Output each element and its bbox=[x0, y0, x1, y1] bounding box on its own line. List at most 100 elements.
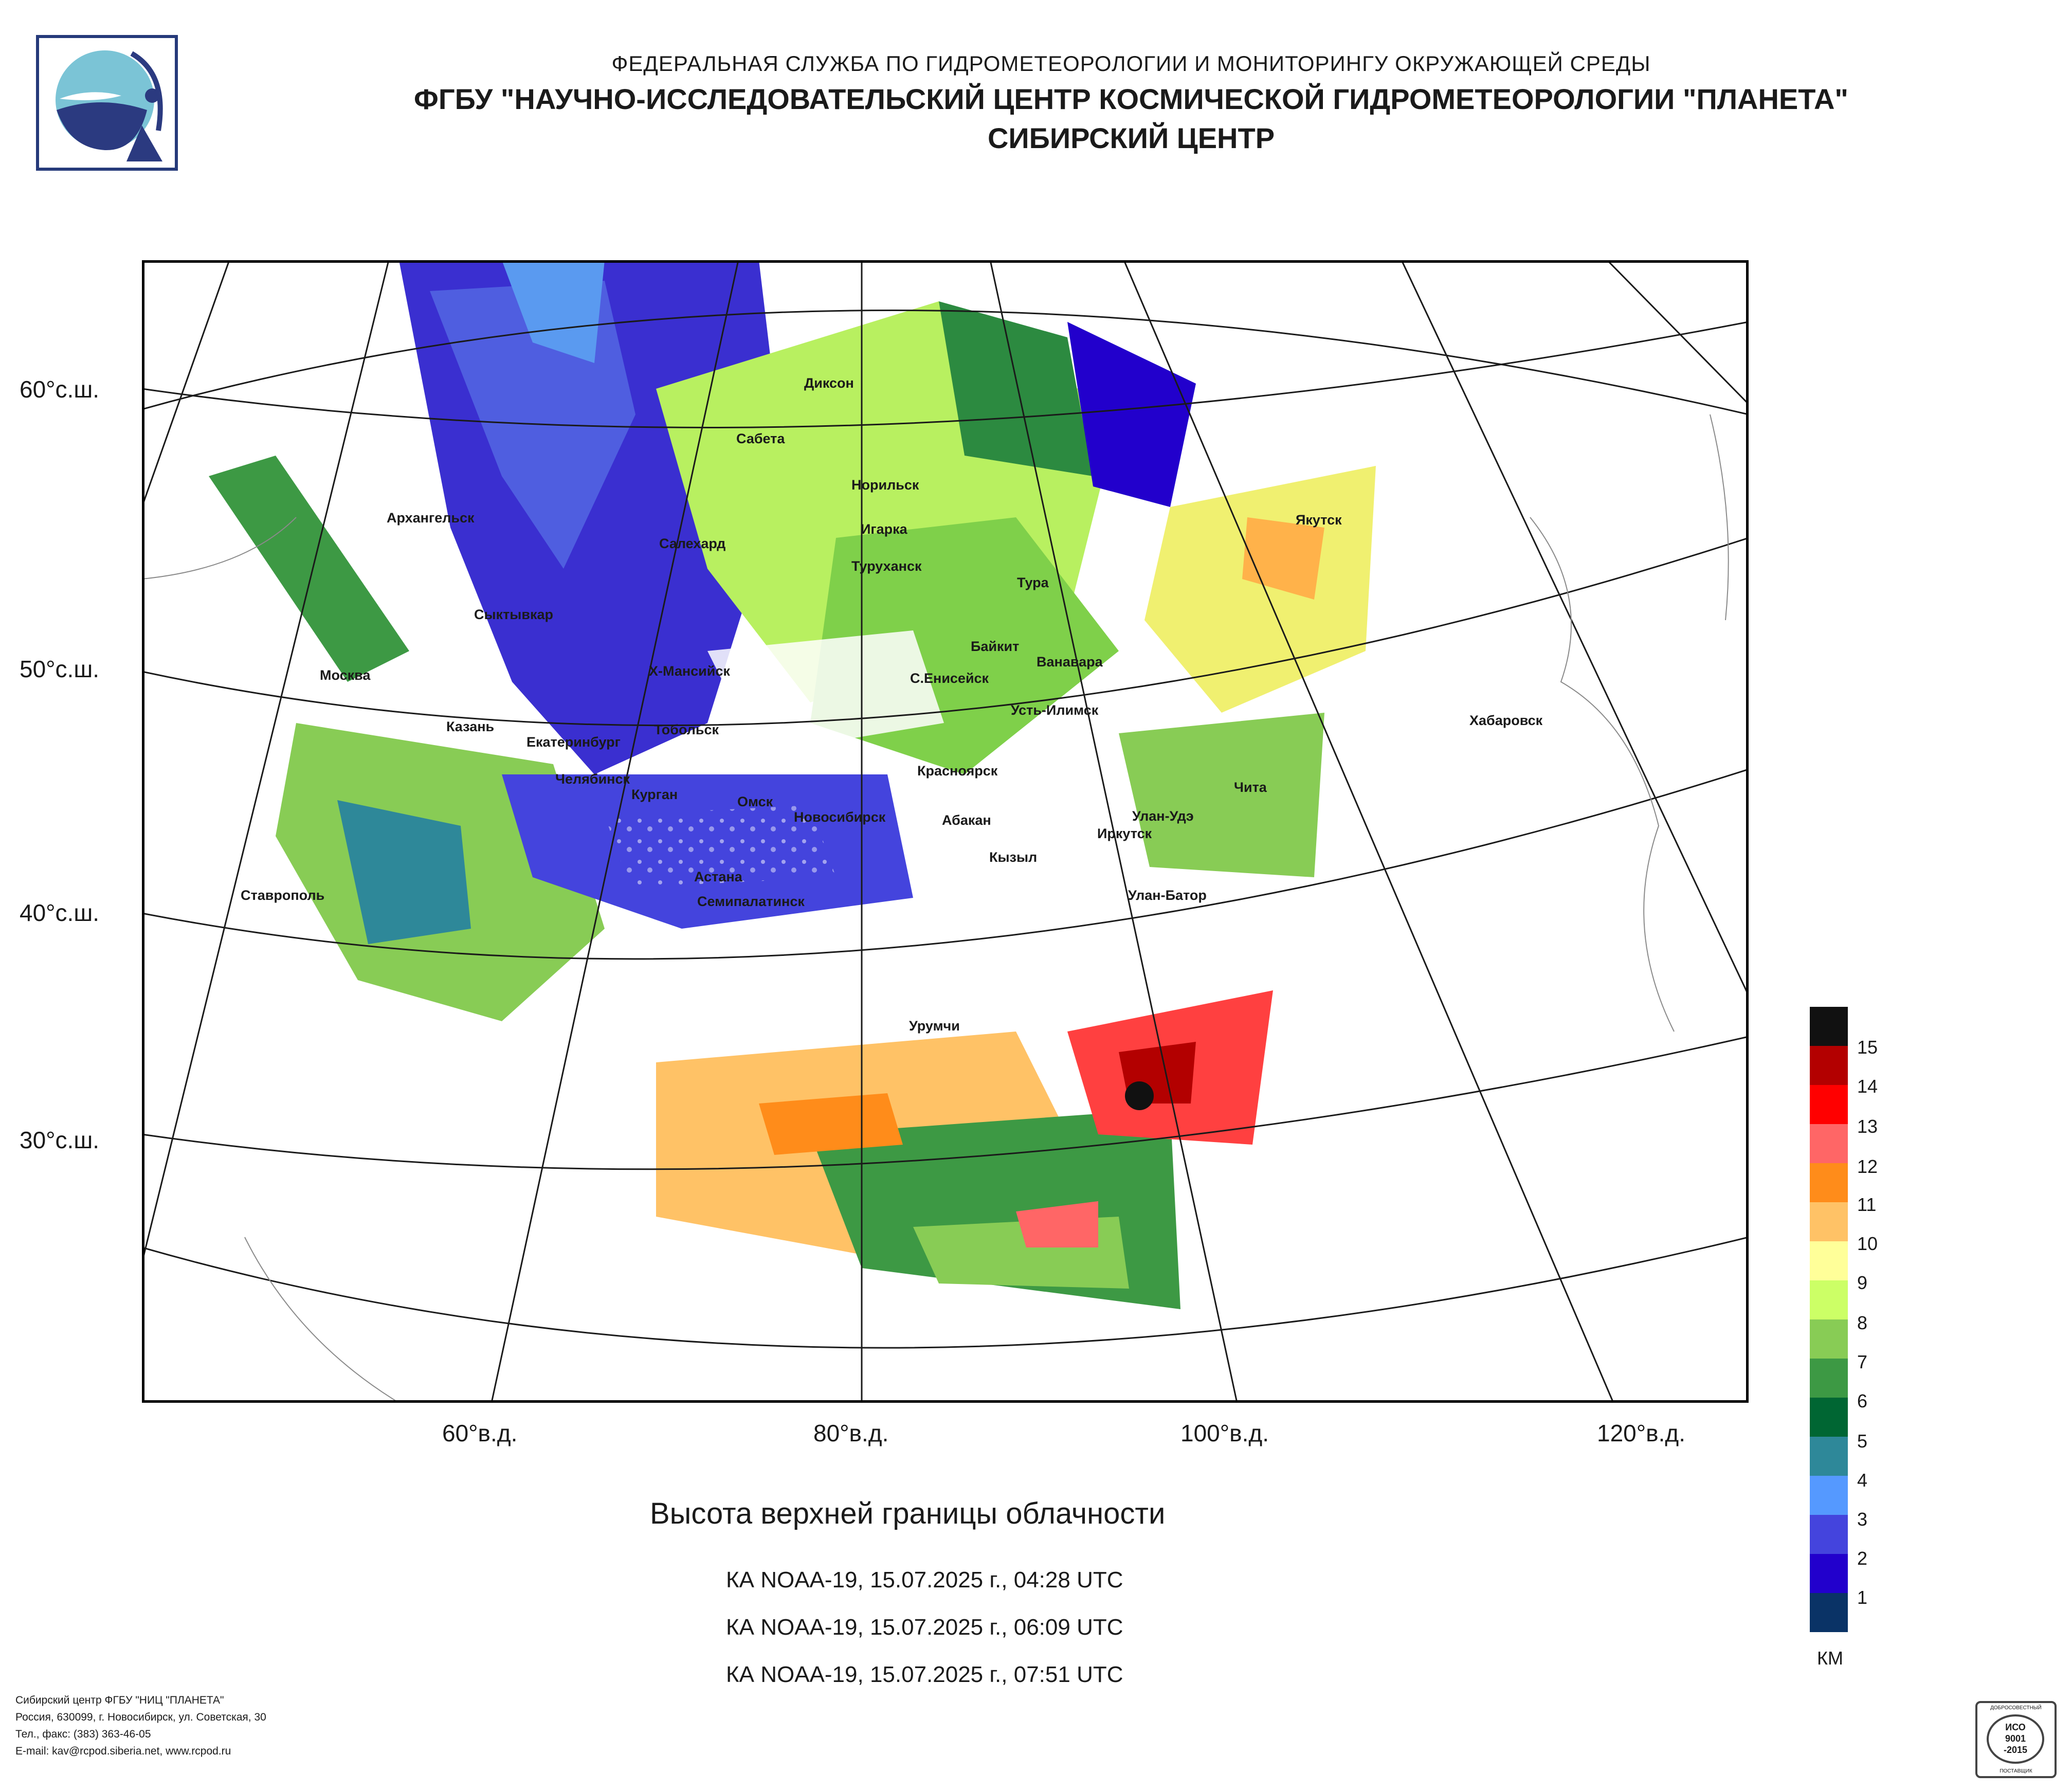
legend-label: 11 bbox=[1857, 1194, 1877, 1215]
iso-top-text: ДОБРОСОВЕСТНЫЙ bbox=[1990, 1705, 2042, 1711]
city-label: Тура bbox=[1017, 575, 1049, 590]
city-label: Сыктывкар bbox=[474, 607, 553, 622]
legend-swatch bbox=[1810, 1359, 1848, 1398]
iso-certification-badge: ДОБРОСОВЕСТНЫЙ ИСО 9001 -2015 ПОСТАВЩИК bbox=[1975, 1701, 2057, 1778]
city-label: Красноярск bbox=[917, 763, 998, 779]
city-label: Салехард bbox=[659, 536, 726, 551]
planeta-logo bbox=[36, 35, 178, 171]
city-label: Ванавара bbox=[1037, 654, 1103, 670]
legend-label: 14 bbox=[1857, 1076, 1878, 1097]
city-label: С.Енисейск bbox=[910, 671, 989, 686]
lon-label-120: 120°в.д. bbox=[1597, 1420, 1685, 1446]
city-label: Семипалатинск bbox=[697, 894, 805, 909]
city-label: Усть-Илимск bbox=[1011, 702, 1099, 718]
city-label: Иркутск bbox=[1097, 826, 1152, 841]
iso-bottom-text: ПОСТАВЩИК bbox=[2000, 1768, 2032, 1774]
iso-line2: 9001 bbox=[2005, 1733, 2026, 1744]
legend-label: 12 bbox=[1857, 1156, 1878, 1177]
pass-info: КА NOAA-19, 15.07.2025 г., 04:28 UTC bbox=[726, 1567, 1123, 1593]
lon-label-100: 100°в.д. bbox=[1180, 1420, 1269, 1446]
city-label: Казань bbox=[446, 719, 495, 734]
city-label: Чита bbox=[1234, 780, 1267, 795]
center-name: СИБИРСКИЙ ЦЕНТР bbox=[987, 122, 1275, 154]
city-label: Туруханск bbox=[851, 558, 922, 574]
city-label: Улан-Батор bbox=[1128, 888, 1207, 903]
footer-contacts: Сибирский центр ФГБУ "НИЦ "ПЛАНЕТА" Росс… bbox=[15, 1692, 266, 1760]
coastlines bbox=[141, 414, 1729, 1403]
lon-label-60: 60°в.д. bbox=[442, 1420, 518, 1446]
iso-line3: -2015 bbox=[2003, 1745, 2028, 1755]
legend-unit: КМ bbox=[1817, 1648, 1843, 1669]
legend-swatch bbox=[1810, 1085, 1848, 1124]
city-label: Екатеринбург bbox=[526, 734, 621, 750]
legend-swatch bbox=[1810, 1319, 1848, 1359]
legend-swatch bbox=[1810, 1476, 1848, 1515]
legend-bar bbox=[1810, 1007, 1848, 1632]
city-label: Улан-Удэ bbox=[1132, 808, 1194, 824]
city-label: Москва bbox=[320, 667, 371, 683]
legend-swatch bbox=[1810, 1437, 1848, 1476]
city-label: Диксон bbox=[804, 375, 854, 391]
lat-label-40: 40°с.ш. bbox=[20, 899, 100, 926]
city-label: Ставрополь bbox=[241, 888, 325, 903]
legend-swatch bbox=[1810, 1046, 1848, 1085]
footer-line: Россия, 630099, г. Новосибирск, ул. Сове… bbox=[15, 1711, 266, 1723]
footer-line: Тел., факс: (383) 363-46-05 bbox=[15, 1728, 151, 1740]
lat-label-60: 60°с.ш. bbox=[20, 376, 100, 403]
legend-swatch bbox=[1810, 1554, 1848, 1593]
agency-name: ФЕДЕРАЛЬНАЯ СЛУЖБА ПО ГИДРОМЕТЕОРОЛОГИИ … bbox=[611, 51, 1651, 76]
legend-swatch bbox=[1810, 1398, 1848, 1437]
legend-swatch bbox=[1810, 1007, 1848, 1046]
legend-label: 9 bbox=[1857, 1272, 1868, 1293]
legend-label: 8 bbox=[1857, 1312, 1868, 1333]
pass-info: КА NOAA-19, 15.07.2025 г., 07:51 UTC bbox=[726, 1662, 1123, 1687]
legend-label: 4 bbox=[1857, 1470, 1868, 1491]
city-label: Норильск bbox=[851, 477, 919, 493]
city-label: Астана bbox=[694, 869, 742, 884]
legend-swatch bbox=[1810, 1163, 1848, 1202]
lon-label-80: 80°в.д. bbox=[813, 1420, 889, 1446]
city-label: Тобольск bbox=[654, 722, 719, 737]
city-label: Якутск bbox=[1296, 512, 1342, 528]
lat-label-50: 50°с.ш. bbox=[20, 656, 100, 682]
legend-swatch bbox=[1810, 1124, 1848, 1163]
legend-label: 15 bbox=[1857, 1037, 1878, 1058]
institute-name: ФГБУ "НАУЧНО-ИССЛЕДОВАТЕЛЬСКИЙ ЦЕНТР КОС… bbox=[414, 83, 1848, 115]
legend-label: 7 bbox=[1857, 1351, 1868, 1372]
city-label: Абакан bbox=[942, 812, 991, 828]
legend-label: 6 bbox=[1857, 1390, 1868, 1412]
legend-label: 13 bbox=[1857, 1116, 1878, 1137]
color-legend bbox=[1810, 1007, 1848, 1632]
legend-swatch bbox=[1810, 1593, 1848, 1632]
cloud-top-height-map bbox=[141, 259, 1750, 1403]
city-label: Игарка bbox=[861, 521, 907, 537]
legend-swatch bbox=[1810, 1202, 1848, 1241]
legend-swatch bbox=[1810, 1515, 1848, 1554]
footer-line: Сибирский центр ФГБУ "НИЦ "ПЛАНЕТА" bbox=[15, 1694, 224, 1706]
city-label: Архангельск bbox=[387, 510, 475, 526]
product-title: Высота верхней границы облачности bbox=[650, 1497, 1166, 1530]
legend-label: 10 bbox=[1857, 1233, 1878, 1254]
map-svg bbox=[141, 259, 1750, 1403]
city-label: Кызыл bbox=[989, 849, 1038, 865]
iso-seal: ИСО 9001 -2015 bbox=[1987, 1714, 2044, 1764]
legend-swatch bbox=[1810, 1241, 1848, 1280]
pass-info: КА NOAA-19, 15.07.2025 г., 06:09 UTC bbox=[726, 1615, 1123, 1640]
city-label: Урумчи bbox=[909, 1018, 960, 1034]
satellite-swath bbox=[183, 260, 1412, 1309]
city-label: Омск bbox=[737, 794, 773, 809]
footer-line: E-mail: kav@rcpod.siberia.net, www.rcpod… bbox=[15, 1745, 231, 1757]
lat-label-30: 30°с.ш. bbox=[20, 1127, 100, 1153]
legend-label: 2 bbox=[1857, 1548, 1868, 1569]
city-label: Сабета bbox=[736, 431, 785, 446]
legend-label: 5 bbox=[1857, 1431, 1868, 1452]
legend-swatch bbox=[1810, 1280, 1848, 1319]
city-label: Новосибирск bbox=[794, 809, 886, 825]
iso-line1: ИСО bbox=[2005, 1722, 2026, 1732]
city-label: Байкит bbox=[971, 639, 1020, 654]
graticule bbox=[141, 259, 1750, 1403]
city-label: Хабаровск bbox=[1469, 713, 1543, 728]
legend-label: 3 bbox=[1857, 1509, 1868, 1530]
legend-label: 1 bbox=[1857, 1587, 1868, 1608]
city-label: Х-Мансийск bbox=[649, 663, 730, 679]
